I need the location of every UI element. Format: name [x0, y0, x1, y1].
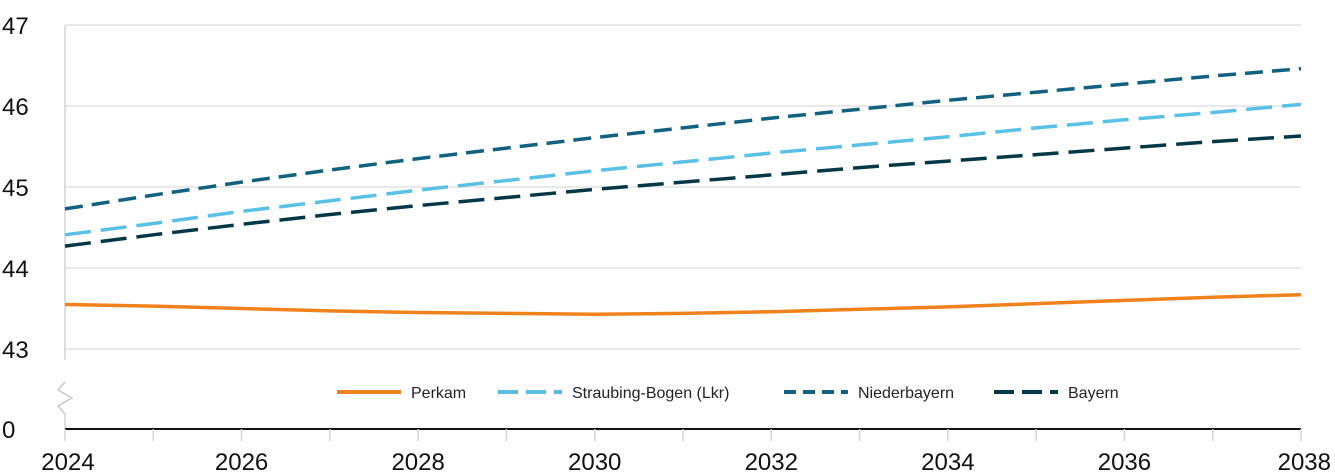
legend-label: Perkam: [411, 385, 466, 402]
x-tick-label: 2038: [1278, 449, 1331, 476]
series-line-niederbayern: [64, 66, 1302, 211]
tick-labels: 0 43 44 45 46 47 2024 2026 2028 2030 2032 2034 2036 2…: [2, 13, 1331, 476]
series-line-bayern: [64, 134, 1302, 248]
legend-label: Bayern: [1068, 385, 1119, 402]
y-tick-label: 46: [2, 94, 29, 121]
series-lines: [64, 66, 1302, 316]
x-tick-label: 2024: [41, 449, 94, 476]
axis-break-icon: [56, 381, 74, 415]
gridlines: [65, 24, 1301, 350]
legend: Perkam Straubing-Bogen (Lkr) Niederbayern B…: [337, 385, 1119, 402]
x-tick-label: 2028: [391, 449, 444, 476]
x-tick-label: 2034: [921, 449, 974, 476]
x-tick-label: 2030: [568, 449, 621, 476]
legend-label: Straubing-Bogen (Lkr): [572, 385, 729, 402]
y-tick-label: 0: [2, 417, 15, 444]
series-line-straubing-bogen-lkr: [64, 102, 1302, 237]
legend-label: Niederbayern: [858, 385, 954, 402]
x-tick-label: 2032: [745, 449, 798, 476]
series-line-perkam: [64, 292, 1302, 316]
y-tick-label: 44: [2, 256, 29, 283]
y-tick-label: 45: [2, 175, 29, 202]
y-tick-label: 47: [2, 13, 29, 40]
axes: [56, 25, 1302, 441]
x-tick-label: 2026: [215, 449, 268, 476]
y-tick-label: 43: [2, 337, 29, 364]
x-tick-label: 2036: [1098, 449, 1151, 476]
